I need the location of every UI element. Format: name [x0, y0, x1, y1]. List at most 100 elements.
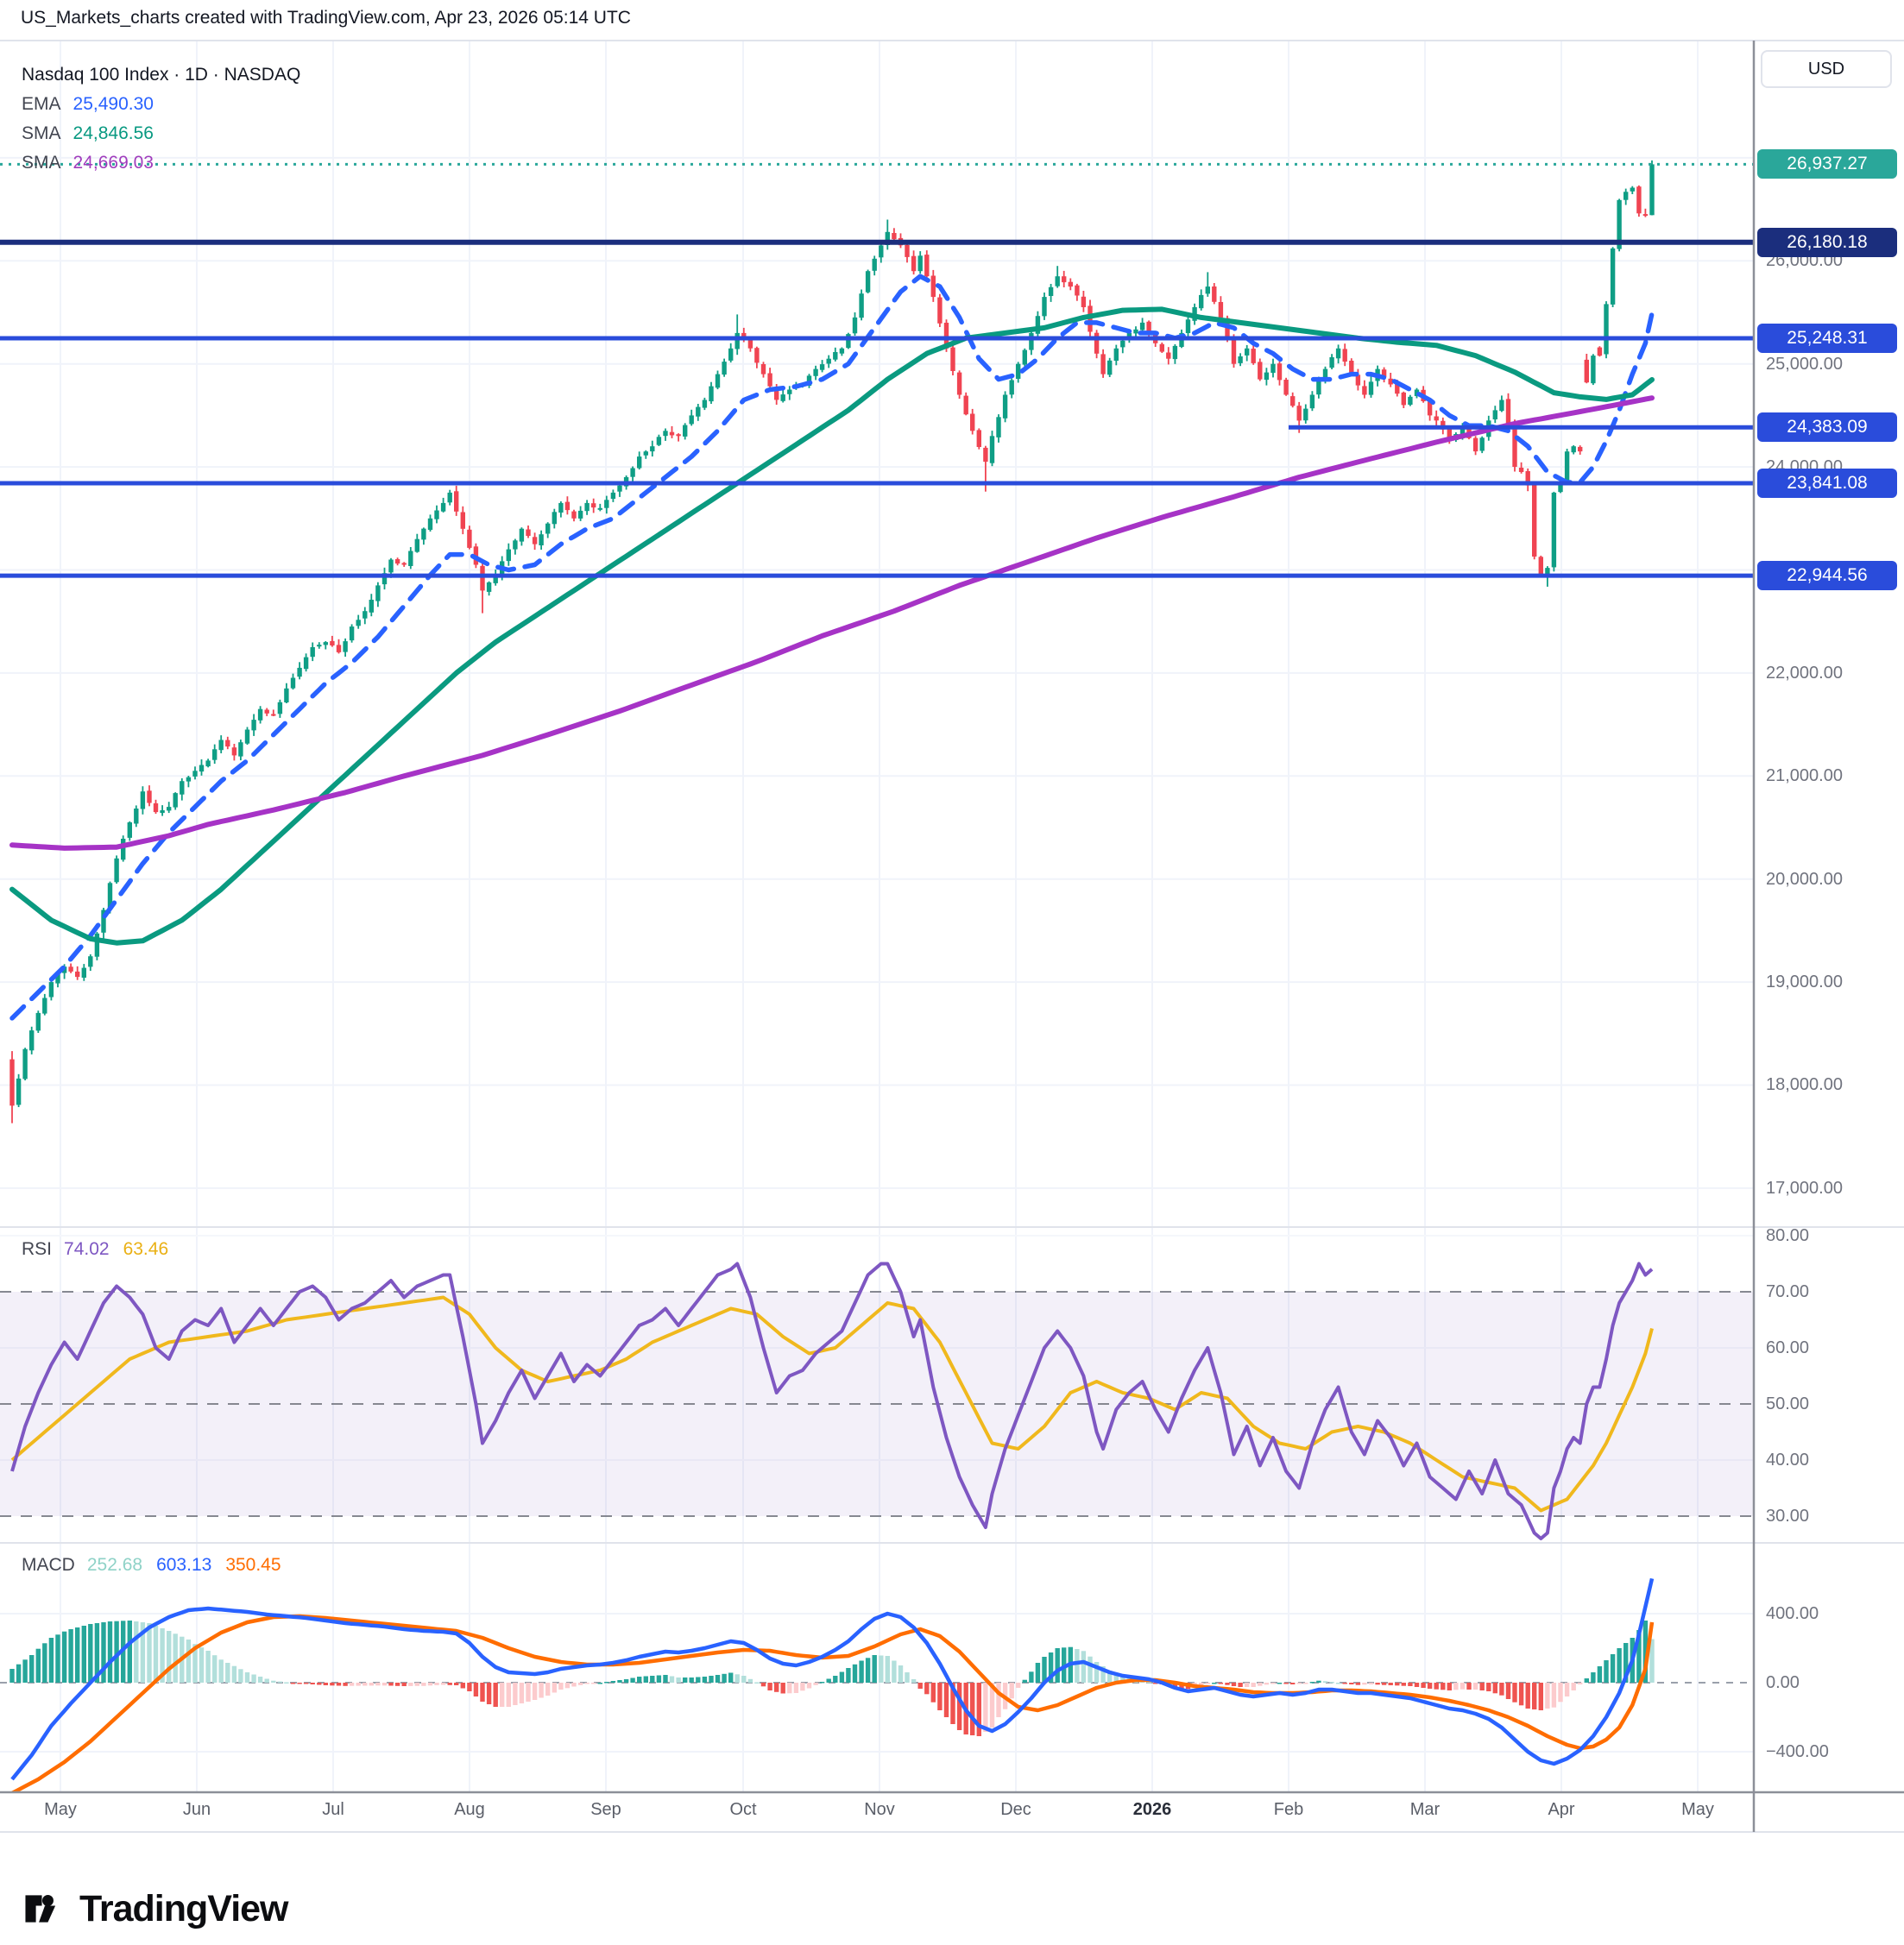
indicator-row-sma-1[interactable]: SMA 24,846.56	[22, 119, 300, 148]
candle-up	[539, 530, 544, 550]
month-label[interactable]: Apr	[1548, 1800, 1575, 1819]
month-label[interactable]: Aug	[454, 1800, 485, 1819]
hist-bar	[879, 1655, 884, 1683]
hist-bar	[42, 1643, 47, 1683]
hist-bar	[447, 1683, 452, 1685]
hist-bar	[394, 1683, 400, 1686]
candle-up	[303, 653, 309, 672]
indicator-row-sma-2[interactable]: SMA 24,669.03	[22, 148, 300, 178]
level-badge[interactable]: 23,841.08	[1757, 469, 1897, 499]
hist-bar	[1088, 1656, 1093, 1683]
hist-bar	[728, 1672, 734, 1683]
candle-up	[1016, 362, 1021, 383]
month-label[interactable]: Mar	[1409, 1800, 1441, 1819]
hist-bar	[1505, 1683, 1511, 1699]
tradingview-logo[interactable]: TradingView	[22, 1886, 288, 1931]
symbol-title[interactable]: Nasdaq 100 Index · 1D · NASDAQ	[22, 65, 301, 85]
hist-bar	[1231, 1683, 1237, 1686]
month-label[interactable]: Jun	[182, 1800, 211, 1819]
indicator-label: SMA	[22, 123, 61, 143]
rsi-label: RSI	[22, 1239, 53, 1259]
month-label[interactable]: Nov	[864, 1800, 895, 1819]
candle-up	[1309, 391, 1315, 412]
candle-up	[1238, 353, 1243, 367]
hist-bar	[454, 1683, 459, 1685]
macd-legend[interactable]: MACD 252.68 603.13 350.45	[22, 1555, 295, 1576]
hist-bar	[1518, 1683, 1524, 1706]
last-price-badge[interactable]: 26,937.27	[1757, 149, 1897, 179]
hist-bar	[486, 1683, 492, 1704]
hist-bar	[663, 1675, 668, 1683]
hist-bar	[780, 1683, 785, 1694]
candle-up	[134, 805, 139, 828]
hist-bar	[1100, 1666, 1106, 1683]
candle-up	[584, 500, 589, 515]
hist-bar	[1016, 1683, 1021, 1688]
candle-down	[669, 425, 675, 438]
candle-up	[1551, 491, 1557, 572]
indicator-row-ema-0[interactable]: EMA 25,490.30	[22, 90, 300, 119]
month-label[interactable]: May	[44, 1800, 77, 1819]
macd-value: 350.45	[225, 1555, 281, 1575]
hist-bar	[153, 1626, 159, 1683]
candle-down	[1584, 354, 1589, 384]
currency-button[interactable]: USD	[1761, 50, 1892, 88]
hist-bar	[1342, 1683, 1347, 1684]
month-label[interactable]: May	[1681, 1800, 1714, 1819]
candle-up	[1492, 406, 1497, 424]
hist-bar	[317, 1683, 322, 1685]
level-badge[interactable]: 22,944.56	[1757, 561, 1897, 591]
hist-bar	[134, 1621, 139, 1683]
hist-bar	[1512, 1683, 1517, 1703]
candle-up	[369, 594, 374, 617]
hist-bar	[186, 1640, 192, 1683]
hist-bar	[1597, 1666, 1603, 1683]
hist-bar	[852, 1664, 858, 1684]
level-badge[interactable]: 25,248.31	[1757, 324, 1897, 354]
candle-up	[865, 269, 871, 293]
candle-down	[1401, 391, 1406, 408]
candle-down	[75, 966, 80, 980]
month-label[interactable]: Jul	[322, 1800, 344, 1819]
hist-bar	[1035, 1663, 1041, 1683]
hist-bar	[924, 1683, 930, 1695]
hist-bar	[1368, 1683, 1374, 1684]
hist-bar	[513, 1683, 518, 1705]
hist-bar	[356, 1683, 361, 1686]
hist-bar	[1578, 1683, 1583, 1684]
month-label[interactable]: Oct	[729, 1800, 757, 1819]
page-title: US_Markets_charts created with TradingVi…	[21, 8, 631, 28]
month-label[interactable]: Dec	[1000, 1800, 1031, 1819]
rsi-legend[interactable]: RSI 74.02 63.46	[22, 1239, 182, 1260]
hist-bar	[741, 1676, 747, 1683]
month-label[interactable]: Feb	[1273, 1800, 1304, 1819]
candle-down	[1518, 462, 1524, 474]
rsi-series	[10, 1262, 1654, 1540]
hist-bar	[277, 1681, 283, 1684]
hist-bar	[617, 1680, 622, 1683]
hist-bar	[264, 1678, 269, 1683]
candle-up	[545, 522, 551, 538]
hist-bar	[1048, 1652, 1054, 1683]
month-label[interactable]: 2026	[1132, 1800, 1172, 1819]
hist-bar	[683, 1677, 688, 1683]
month-label[interactable]: Sep	[590, 1800, 621, 1819]
level-badge[interactable]: 26,180.18	[1757, 227, 1897, 257]
hist-bar	[1172, 1683, 1178, 1688]
candle-up	[140, 786, 146, 815]
candle-up	[1048, 284, 1054, 302]
hist-bar	[656, 1675, 662, 1683]
hist-bar	[1492, 1683, 1497, 1694]
level-badge[interactable]: 24,383.09	[1757, 412, 1897, 443]
candle-up	[819, 360, 825, 373]
hist-bar	[35, 1648, 41, 1683]
hist-bar	[381, 1683, 388, 1686]
hist-bar	[1564, 1683, 1570, 1696]
hist-bar	[872, 1655, 877, 1683]
overlay-ema	[9, 274, 1655, 1021]
hist-bar	[950, 1683, 955, 1724]
candle-down	[976, 428, 981, 450]
candle-up	[859, 289, 864, 321]
candle-up	[447, 489, 452, 506]
